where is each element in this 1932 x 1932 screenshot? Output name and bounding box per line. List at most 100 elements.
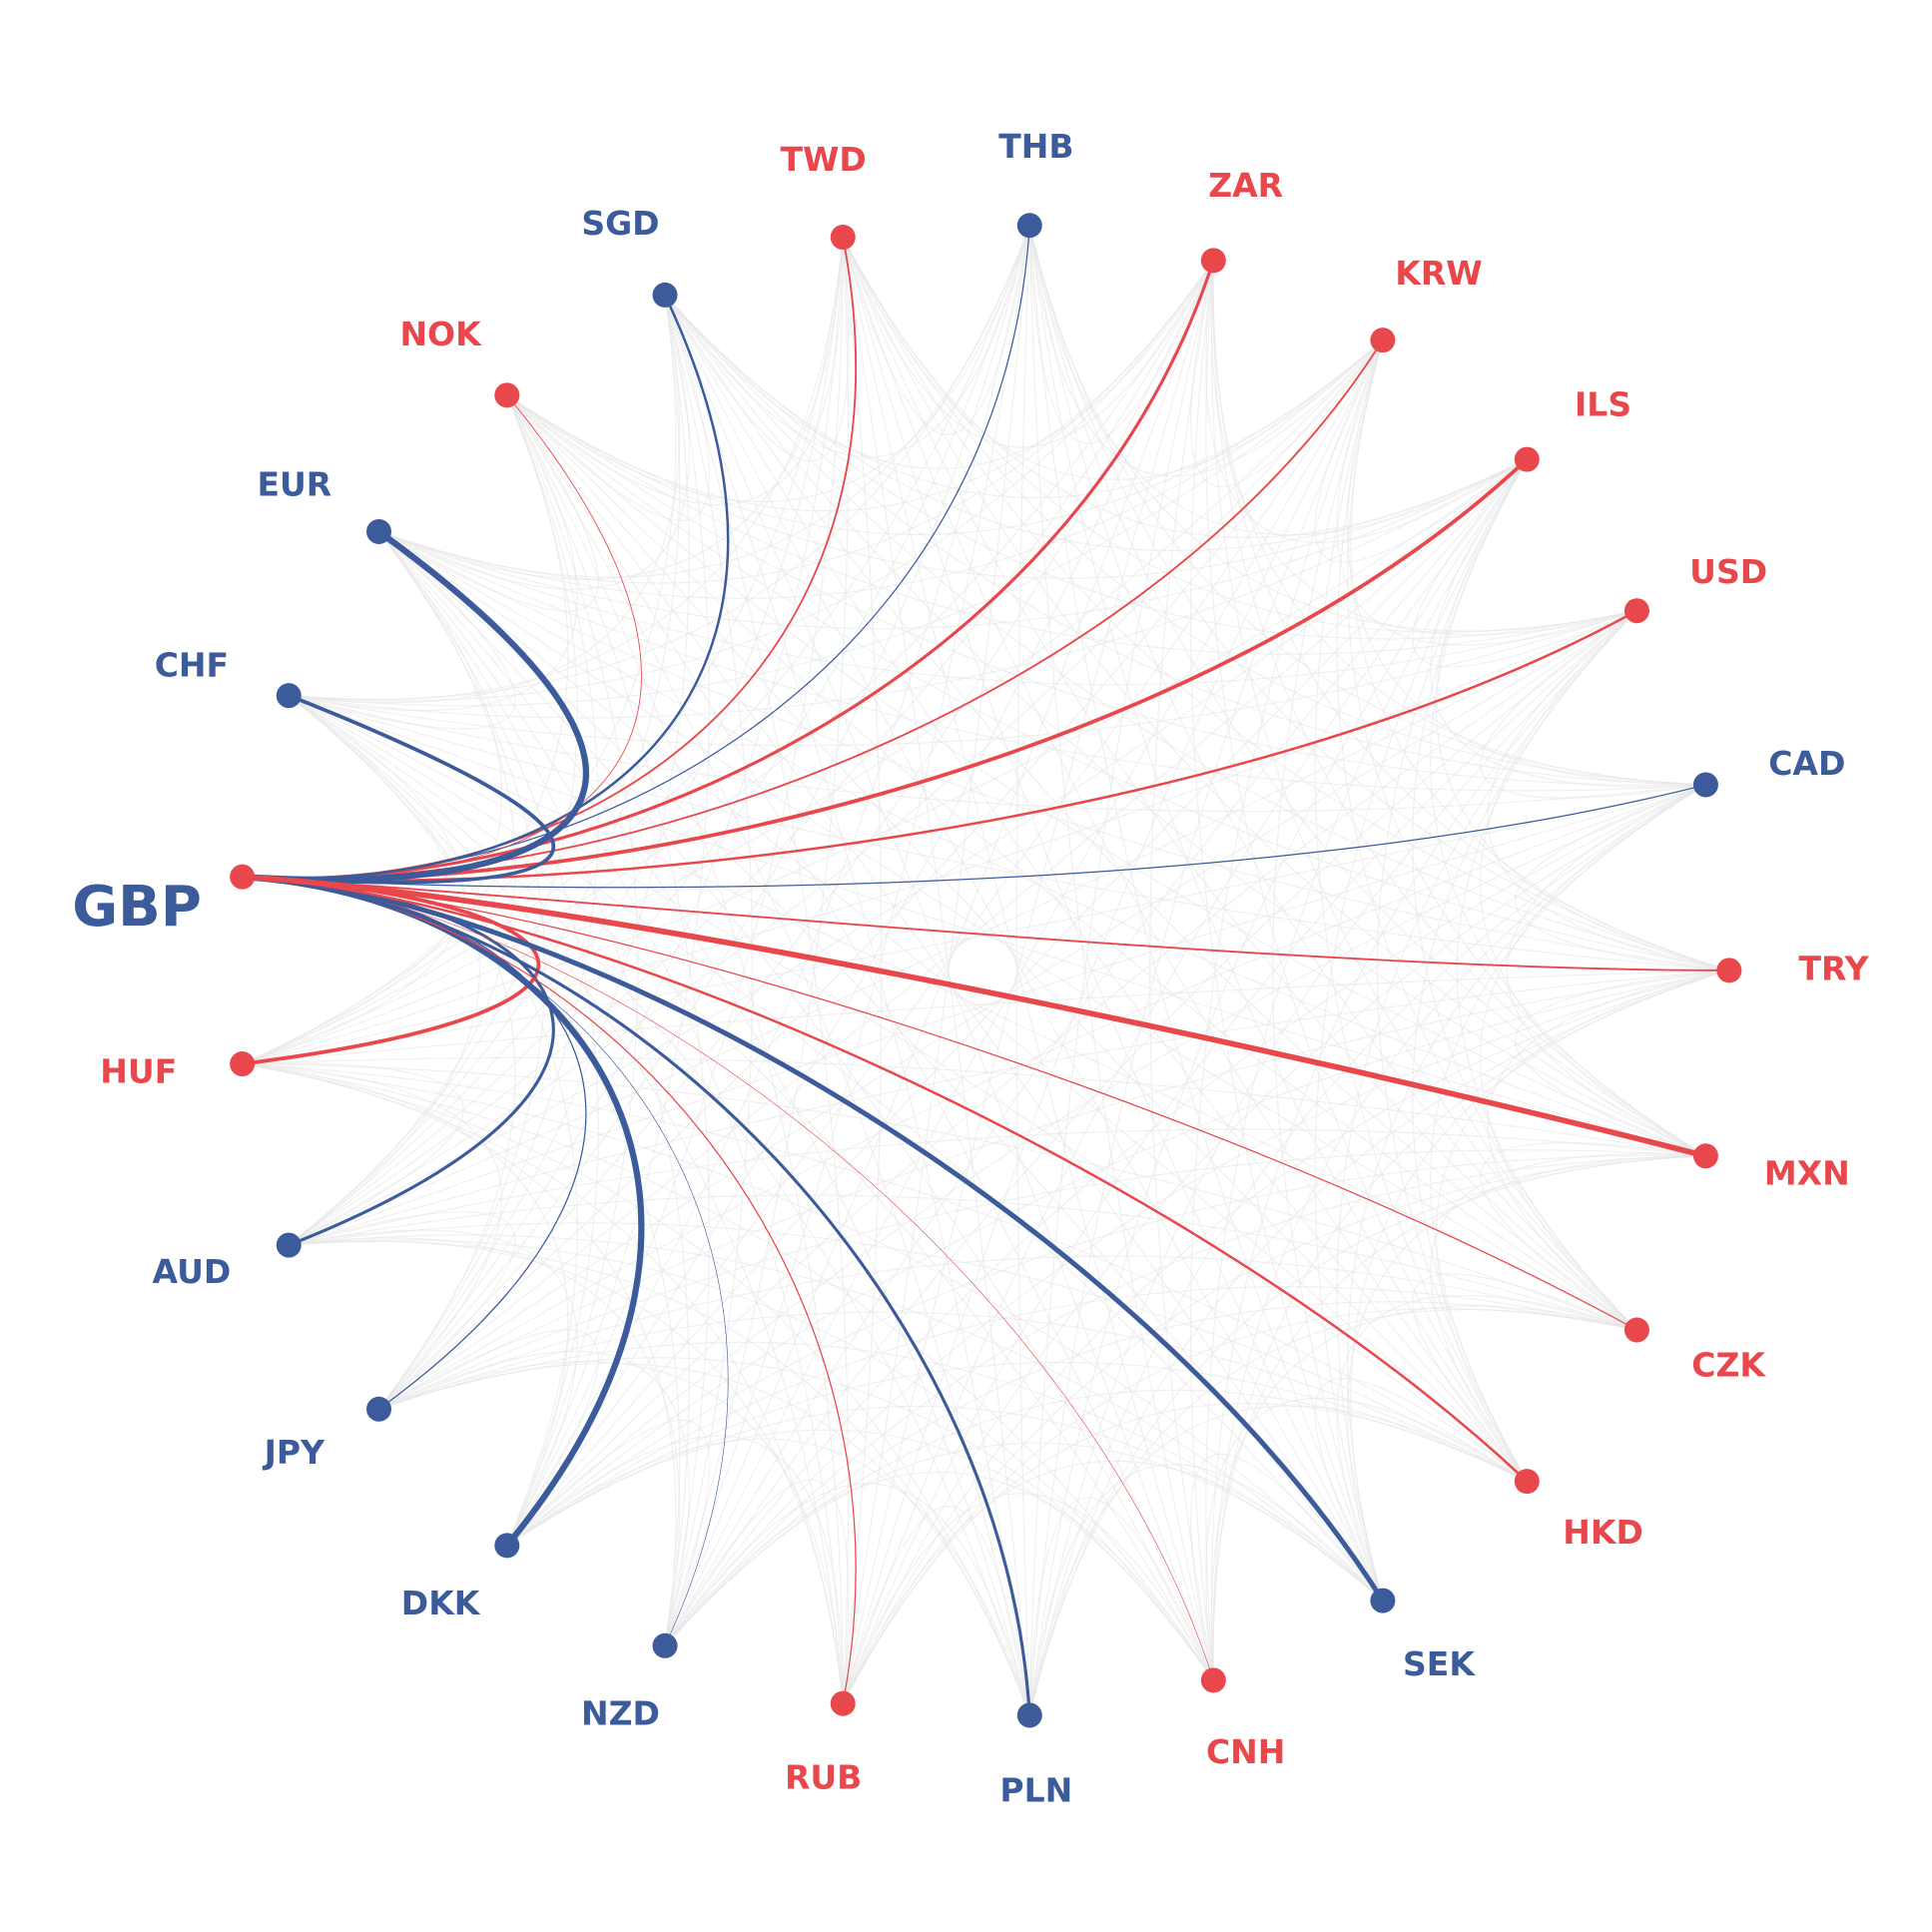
web-edge — [1212, 260, 1706, 786]
web-edge — [1314, 339, 1528, 1482]
node-label: AUD — [153, 1252, 232, 1291]
web-edge — [1314, 339, 1528, 563]
web-edge — [506, 394, 639, 1547]
web-edge — [1028, 339, 1384, 1716]
web-edge — [664, 295, 1528, 552]
hub-link — [242, 875, 1031, 1716]
web-edge — [842, 784, 1706, 1704]
web-edge — [378, 530, 1637, 1331]
web-edge — [378, 1362, 1030, 1716]
web-edge — [378, 339, 1384, 599]
web-edge — [506, 295, 711, 521]
web-edge — [506, 394, 1528, 579]
web-edge — [289, 784, 1706, 1246]
node — [1016, 1702, 1042, 1728]
web-edge — [1435, 969, 1730, 1482]
web-edge — [1336, 339, 1637, 646]
web-edge — [1028, 610, 1637, 1716]
web-edge — [506, 1419, 711, 1646]
web-edge — [506, 394, 1637, 655]
node-label: NOK — [399, 315, 482, 353]
node — [1716, 958, 1742, 983]
web-edge — [1347, 339, 1706, 1157]
node-label: CNH — [1206, 1732, 1285, 1771]
web-edge — [242, 1056, 1706, 1157]
web-edge — [1149, 260, 1214, 1680]
web-edge — [242, 339, 1384, 1065]
web-edge — [842, 1506, 1030, 1716]
web-edge — [664, 610, 1637, 1646]
node — [830, 1690, 856, 1716]
nodes: TRY CAD USD ILS KRW ZAR THB TWD SGD NOK EUR CHF GBP H… — [72, 127, 1869, 1809]
web-edge — [506, 1286, 1637, 1547]
web-edge — [842, 260, 1214, 1704]
web-edge — [506, 394, 711, 1646]
web-edge — [506, 394, 844, 1704]
node-label: HUF — [100, 1052, 177, 1091]
node — [1016, 213, 1042, 239]
hub-link — [242, 876, 1729, 971]
web-edge — [242, 1062, 1637, 1331]
web-edge — [242, 695, 464, 1065]
web-edge — [664, 1471, 1214, 1681]
web-edge — [1028, 1309, 1637, 1716]
web-edge — [842, 1155, 1706, 1704]
web-edge — [289, 530, 516, 730]
hub-link — [242, 693, 556, 885]
node-label: CZK — [1691, 1346, 1766, 1385]
node — [1514, 1469, 1540, 1495]
web-edge — [664, 225, 1030, 458]
node-label: TWD — [780, 140, 866, 179]
web-edge — [1314, 1377, 1528, 1602]
web-edge — [378, 295, 690, 1410]
node-label: KRW — [1395, 254, 1482, 293]
web-edge — [289, 237, 844, 701]
web-edge — [242, 784, 1706, 1065]
node — [494, 1533, 520, 1559]
web-edge — [1480, 610, 1706, 799]
web-edge — [506, 339, 1384, 1547]
hub-link — [242, 609, 1638, 883]
web-edge — [378, 225, 1030, 578]
web-edge — [842, 237, 1706, 786]
web-edge — [1028, 225, 1384, 477]
web-edge — [289, 339, 1384, 707]
web-edge — [506, 969, 1730, 1547]
web-edge — [842, 237, 1730, 971]
web-edge — [1212, 784, 1706, 1680]
node — [1370, 327, 1396, 353]
web-edge — [1028, 225, 1730, 971]
web-edge — [378, 531, 1214, 1681]
web-edge — [664, 295, 850, 1704]
web-edge — [506, 784, 1706, 1547]
web-edge — [1347, 1155, 1706, 1602]
web-edge — [1205, 1397, 1528, 1680]
web-edge — [664, 295, 1730, 971]
web-edge — [378, 530, 1637, 686]
node — [1200, 1667, 1226, 1693]
web-edge — [664, 1155, 1706, 1646]
web-edge — [664, 1483, 1030, 1716]
web-edge — [242, 610, 1637, 1065]
web-edge — [378, 458, 1528, 1410]
web-edge — [242, 1062, 503, 1410]
node — [652, 1632, 678, 1658]
node — [1692, 1143, 1718, 1169]
web-edge — [242, 969, 1729, 1065]
web-edge — [842, 1460, 1384, 1704]
web-edge — [842, 237, 1384, 480]
web-edge — [506, 225, 1030, 503]
node-label: PLN — [999, 1771, 1072, 1810]
node-label: ILS — [1575, 385, 1631, 424]
web-edge — [1028, 1464, 1384, 1716]
node-label: SGD — [581, 204, 659, 243]
web-edge — [242, 1062, 464, 1246]
web-edge — [242, 1062, 1384, 1602]
web-edge — [378, 610, 1637, 1410]
web-edge — [378, 394, 599, 612]
web-edge — [378, 1329, 599, 1547]
node-label: GBP — [72, 875, 202, 940]
web-edge — [664, 237, 850, 461]
web-edge — [664, 295, 1637, 1331]
